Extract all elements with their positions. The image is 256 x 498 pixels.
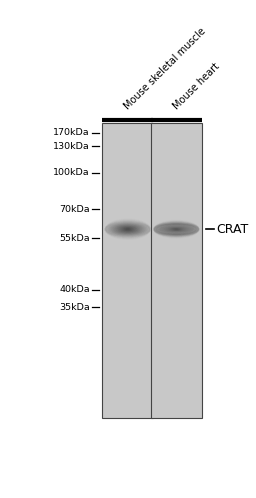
Ellipse shape bbox=[158, 226, 194, 233]
Text: CRAT: CRAT bbox=[217, 223, 249, 236]
Ellipse shape bbox=[157, 226, 195, 233]
Ellipse shape bbox=[161, 225, 192, 234]
Ellipse shape bbox=[166, 227, 186, 232]
Ellipse shape bbox=[166, 227, 187, 232]
Ellipse shape bbox=[111, 224, 144, 235]
Ellipse shape bbox=[163, 227, 190, 232]
Ellipse shape bbox=[173, 229, 180, 230]
Ellipse shape bbox=[167, 227, 186, 231]
Ellipse shape bbox=[163, 226, 190, 233]
Ellipse shape bbox=[115, 226, 140, 233]
Ellipse shape bbox=[164, 226, 189, 233]
Text: 170kDa: 170kDa bbox=[53, 128, 90, 137]
Ellipse shape bbox=[118, 226, 138, 233]
Text: 55kDa: 55kDa bbox=[59, 234, 90, 243]
Ellipse shape bbox=[121, 227, 134, 232]
Ellipse shape bbox=[154, 222, 199, 237]
Ellipse shape bbox=[125, 229, 130, 230]
Ellipse shape bbox=[112, 224, 143, 234]
Ellipse shape bbox=[162, 227, 190, 232]
Ellipse shape bbox=[175, 229, 177, 230]
Ellipse shape bbox=[161, 226, 191, 232]
Ellipse shape bbox=[173, 228, 180, 230]
Ellipse shape bbox=[110, 224, 146, 235]
Ellipse shape bbox=[165, 227, 188, 232]
Bar bbox=[151, 123, 202, 418]
Ellipse shape bbox=[154, 221, 199, 238]
Ellipse shape bbox=[162, 225, 191, 233]
Ellipse shape bbox=[105, 222, 150, 236]
Bar bbox=[102, 123, 153, 418]
Text: 40kDa: 40kDa bbox=[59, 285, 90, 294]
Ellipse shape bbox=[122, 228, 133, 231]
Text: 130kDa: 130kDa bbox=[53, 141, 90, 150]
Text: 100kDa: 100kDa bbox=[53, 168, 90, 177]
Ellipse shape bbox=[154, 223, 199, 236]
Ellipse shape bbox=[174, 229, 179, 230]
Text: 35kDa: 35kDa bbox=[59, 303, 90, 312]
Ellipse shape bbox=[105, 221, 150, 238]
Ellipse shape bbox=[168, 228, 185, 231]
Ellipse shape bbox=[116, 226, 139, 233]
Ellipse shape bbox=[105, 222, 150, 237]
Ellipse shape bbox=[105, 221, 150, 238]
Ellipse shape bbox=[154, 223, 199, 236]
Ellipse shape bbox=[154, 222, 199, 237]
Ellipse shape bbox=[171, 228, 182, 231]
Ellipse shape bbox=[105, 222, 150, 237]
Ellipse shape bbox=[168, 227, 184, 232]
Ellipse shape bbox=[123, 228, 132, 231]
Ellipse shape bbox=[155, 224, 197, 235]
Ellipse shape bbox=[160, 225, 193, 234]
Text: Mouse heart: Mouse heart bbox=[171, 61, 221, 112]
Ellipse shape bbox=[113, 225, 142, 234]
Ellipse shape bbox=[172, 228, 181, 231]
Ellipse shape bbox=[170, 228, 183, 231]
Ellipse shape bbox=[160, 226, 193, 233]
Ellipse shape bbox=[154, 222, 199, 237]
Ellipse shape bbox=[124, 228, 131, 230]
Ellipse shape bbox=[157, 225, 195, 234]
Ellipse shape bbox=[174, 229, 179, 230]
Ellipse shape bbox=[165, 226, 187, 232]
Ellipse shape bbox=[105, 221, 150, 238]
Ellipse shape bbox=[156, 224, 196, 235]
Ellipse shape bbox=[157, 225, 195, 234]
Ellipse shape bbox=[169, 228, 184, 231]
Text: Mouse skeletal muscle: Mouse skeletal muscle bbox=[123, 26, 208, 112]
Ellipse shape bbox=[127, 229, 129, 230]
Ellipse shape bbox=[174, 229, 178, 230]
Ellipse shape bbox=[154, 221, 199, 237]
Ellipse shape bbox=[119, 227, 137, 232]
Ellipse shape bbox=[108, 223, 148, 236]
Text: 70kDa: 70kDa bbox=[59, 205, 90, 214]
Ellipse shape bbox=[164, 227, 189, 232]
Ellipse shape bbox=[154, 223, 199, 236]
Ellipse shape bbox=[109, 223, 147, 235]
Ellipse shape bbox=[106, 223, 149, 236]
Ellipse shape bbox=[157, 225, 195, 234]
Ellipse shape bbox=[158, 224, 194, 234]
Ellipse shape bbox=[157, 225, 195, 233]
Ellipse shape bbox=[167, 227, 185, 232]
Ellipse shape bbox=[172, 228, 181, 230]
Ellipse shape bbox=[157, 224, 195, 235]
Ellipse shape bbox=[159, 226, 194, 233]
Ellipse shape bbox=[120, 227, 135, 232]
Ellipse shape bbox=[171, 228, 182, 231]
Ellipse shape bbox=[114, 225, 141, 234]
Ellipse shape bbox=[170, 228, 183, 231]
